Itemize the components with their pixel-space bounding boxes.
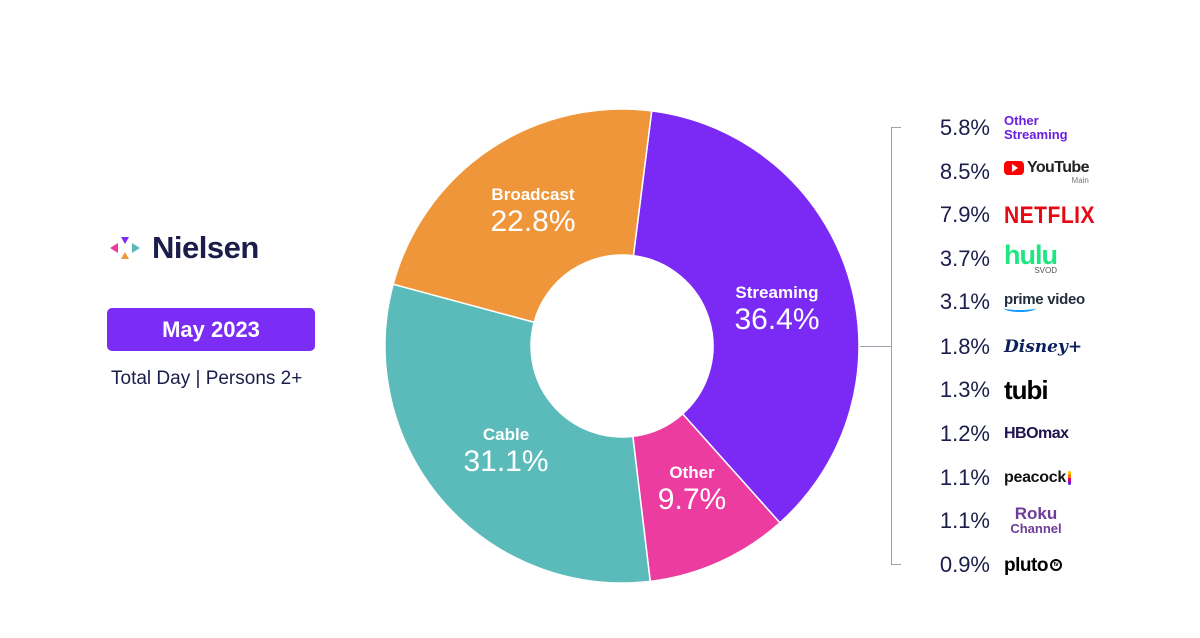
roku-sub: Channel [1010,521,1062,536]
slice-label-other: Other 9.7% [658,463,726,517]
breakdown-row-hulu: 3.7% hulu SVOD [900,239,1100,279]
slice-label-cable: Cable 31.1% [463,425,548,479]
peacock-word: peacock [1004,469,1066,486]
slice-other [632,412,781,583]
period-badge: May 2023 [107,308,315,351]
breakdown-row-other-streaming: 5.8% Other Streaming [900,108,1100,148]
breakdown-value: 1.2% [939,421,990,446]
breakdown-row-peacock: 1.1% peacock [900,458,1100,498]
bracket-stem [860,346,892,347]
subtitle: Total Day | Persons 2+ [111,368,303,389]
slice-broadcast [392,108,653,324]
slice-name-streaming: Streaming [735,283,819,302]
slice-name-broadcast: Broadcast [491,185,575,204]
slice-value-broadcast: 22.8% [490,205,576,238]
pluto-tv-icon: tv [1049,559,1062,571]
breakdown-row-roku-channel: 1.1% Roku Channel [900,501,1100,541]
breakdown-value: 3.1% [939,289,990,314]
netflix-word: NETFLIX [1004,201,1095,229]
tubi-word: tubi [1004,375,1049,405]
slice-label-streaming: Streaming 36.4% [734,283,819,337]
peacock-dots-icon [1067,470,1071,485]
breakdown-value: 1.3% [939,377,990,402]
breakdown-row-pluto-tv: 0.9% pluto tv [900,545,1100,585]
slice-label-broadcast: Broadcast 22.8% [490,185,575,239]
bracket-tick-bottom [891,564,901,565]
prime-smile-icon [1004,304,1036,312]
youtube-sub: Main [1071,175,1089,185]
netflix-logo: NETFLIX [1004,197,1095,233]
slice-name-other: Other [669,463,715,482]
breakdown-row-youtube: 8.5% YouTube Main [900,152,1100,192]
brand-name: Nielsen [152,230,259,265]
youtube-logo: YouTube Main [1004,154,1094,190]
hbo-max-word: HBOmax [1004,425,1069,442]
youtube-word: YouTube [1027,158,1089,176]
bracket-tick-top [891,127,901,128]
hbo-max-logo: HBOmax [1004,416,1094,452]
slice-streaming [632,110,860,524]
breakdown-row-prime-video: 3.1% prime video [900,282,1100,322]
slice-name-cable: Cable [482,425,530,444]
breakdown-value: 1.1% [939,465,990,490]
slice-cable [384,283,652,584]
breakdown-row-tubi: 1.3% tubi [900,370,1100,410]
breakdown-row-netflix: 7.9% NETFLIX [900,195,1100,235]
pluto-tv-logo: pluto tv [1004,547,1094,583]
youtube-play-icon [1004,160,1024,175]
tubi-logo: tubi [1004,372,1094,408]
breakdown-value: 7.9% [939,202,990,227]
pluto-word: pluto [1004,554,1048,576]
breakdown-value: 1.8% [939,334,990,359]
nielsen-logo-icon [110,237,140,259]
breakdown-value: 8.5% [939,159,990,184]
other-streaming-text: Other Streaming [1004,113,1068,142]
roku-word: Roku [1014,504,1058,523]
disney-plus-logo: Disney+ [1004,329,1094,365]
hulu-logo: hulu SVOD [1004,241,1094,277]
hulu-sub: SVOD [1034,266,1057,275]
hulu-word: hulu [1004,240,1058,270]
slice-value-streaming: 36.4% [734,303,820,336]
slice-value-other: 9.7% [657,483,727,516]
breakdown-row-disney-plus: 1.8% Disney+ [900,327,1100,367]
slice-value-cable: 31.1% [463,445,549,478]
prime-video-logo: prime video [1004,284,1094,320]
breakdown-value: 1.1% [939,508,990,533]
breakdown-value: 5.8% [939,115,990,140]
disney-plus-word: Disney+ [1004,336,1083,357]
breakdown-row-hbo-max: 1.2% HBOmax [900,414,1100,454]
breakdown-value: 3.7% [939,246,990,271]
roku-channel-logo: Roku Channel [1004,503,1068,539]
brand: Nielsen [108,230,259,266]
breakdown-value: 0.9% [939,552,990,577]
other-streaming-logo: Other Streaming [1004,110,1094,146]
peacock-logo: peacock [1004,460,1094,496]
